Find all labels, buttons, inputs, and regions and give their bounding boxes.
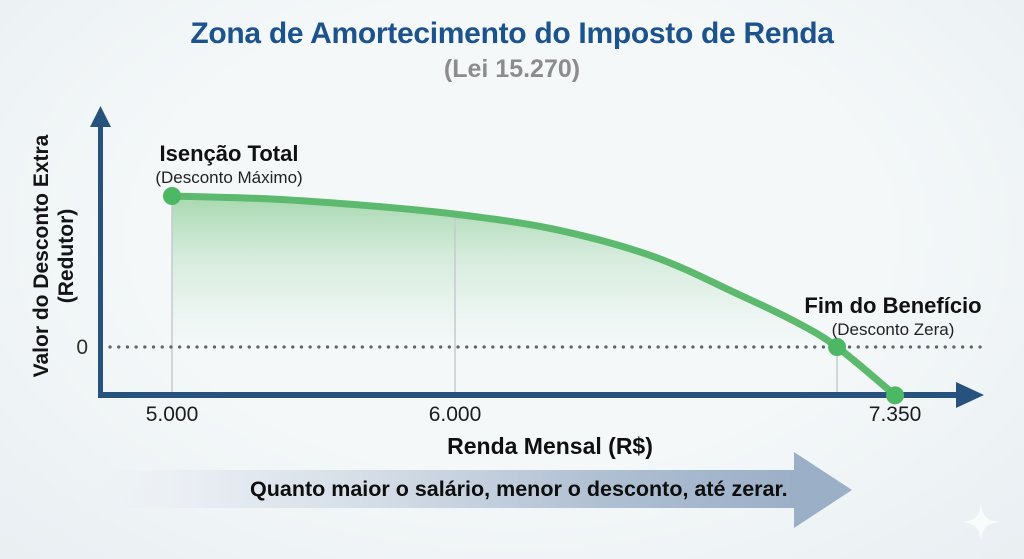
- annotation-isencao-total-label: Isenção Total: [159, 141, 299, 166]
- reference-gridlines: [171, 199, 838, 393]
- axes: [90, 106, 984, 408]
- arrow-head-icon: [794, 452, 852, 528]
- takeaway-text: Quanto maior o salário, menor o desconto…: [250, 477, 788, 501]
- annotation-isencao-total-sublabel: (Desconto Máximo): [155, 168, 303, 187]
- x-axis-label: Renda Mensal (R$): [447, 433, 653, 459]
- annotation-fim-do-beneficio-sublabel: (Desconto Zera): [831, 320, 955, 339]
- annotation-fim-do-beneficio-label: Fim do Benefício: [804, 293, 982, 318]
- y-zero-tick-label: 0: [76, 336, 88, 359]
- sparkle-decoration-icon: [962, 503, 1000, 541]
- x-tick-label: 7.350: [868, 403, 922, 426]
- curve-point-marker: [886, 386, 905, 405]
- curve-area-fill: [172, 196, 838, 347]
- curve-point-marker: [828, 338, 847, 356]
- x-tick-label: 5.000: [145, 403, 199, 426]
- y-axis-arrow-icon: [90, 106, 111, 127]
- curve-markers: [163, 187, 905, 405]
- takeaway-arrow-banner: [100, 470, 794, 508]
- x-tick-label: 6.000: [428, 403, 482, 426]
- annotation-fim-do-beneficio: Fim do Benefício (Desconto Zera): [804, 293, 981, 340]
- annotation-isencao-total: Isenção Total (Desconto Máximo): [155, 141, 302, 188]
- curve-point-marker: [163, 187, 181, 205]
- benefit-curve: [168, 192, 899, 399]
- x-axis-arrow-icon: [956, 382, 984, 408]
- page-title: Zona de Amortecimento do Imposto de Rend…: [190, 17, 834, 50]
- page-subtitle: (Lei 15.270): [443, 55, 581, 83]
